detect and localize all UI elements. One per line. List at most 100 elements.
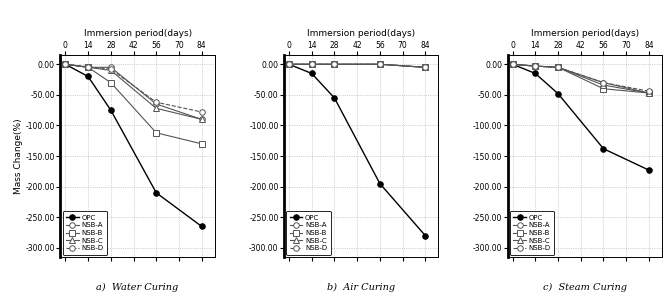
NSB-B: [599, 87, 607, 91]
Line: OPC: OPC: [510, 62, 652, 173]
OPC: [198, 225, 206, 228]
Line: NSB-A: NSB-A: [510, 62, 652, 96]
OPC: [376, 182, 384, 185]
NSB-A: [84, 65, 92, 69]
NSB-A: [599, 81, 607, 84]
NSB-C: [308, 62, 316, 66]
OPC: [509, 62, 517, 66]
Line: NSB-A: NSB-A: [286, 62, 428, 70]
NSB-C: [421, 65, 429, 69]
NSB-A: [107, 65, 115, 69]
NSB-A: [331, 62, 339, 66]
Line: NSB-B: NSB-B: [62, 62, 204, 147]
NSB-D: [308, 62, 316, 66]
NSB-B: [198, 142, 206, 146]
Legend: OPC, NSB-A, NSB-B, NSB-C, NSB-D: OPC, NSB-A, NSB-B, NSB-C, NSB-D: [286, 211, 331, 255]
NSB-D: [509, 62, 517, 66]
Text: b)  Air Curing: b) Air Curing: [327, 283, 395, 293]
NSB-C: [61, 62, 69, 66]
NSB-C: [509, 62, 517, 66]
NSB-D: [198, 110, 206, 114]
NSB-C: [645, 91, 653, 95]
Line: OPC: OPC: [286, 62, 428, 238]
NSB-C: [153, 106, 161, 110]
Title: Immersion period(days): Immersion period(days): [531, 29, 639, 38]
Title: Immersion period(days): Immersion period(days): [83, 29, 192, 38]
OPC: [331, 96, 339, 100]
NSB-D: [554, 65, 562, 69]
NSB-B: [509, 62, 517, 66]
NSB-C: [554, 65, 562, 69]
NSB-C: [84, 65, 92, 69]
NSB-C: [107, 69, 115, 72]
NSB-A: [645, 91, 653, 95]
Legend: OPC, NSB-A, NSB-B, NSB-C, NSB-D: OPC, NSB-A, NSB-B, NSB-C, NSB-D: [62, 211, 107, 255]
NSB-B: [308, 62, 316, 66]
Line: NSB-C: NSB-C: [286, 62, 428, 70]
NSB-C: [376, 62, 384, 66]
NSB-B: [554, 65, 562, 69]
Line: NSB-C: NSB-C: [62, 62, 204, 122]
Line: OPC: OPC: [62, 62, 204, 229]
NSB-D: [331, 62, 339, 66]
NSB-B: [84, 65, 92, 69]
NSB-D: [421, 65, 429, 69]
NSB-D: [599, 81, 607, 84]
Line: NSB-B: NSB-B: [510, 62, 652, 96]
Legend: OPC, NSB-A, NSB-B, NSB-C, NSB-D: OPC, NSB-A, NSB-B, NSB-C, NSB-D: [510, 211, 554, 255]
NSB-D: [84, 65, 92, 69]
NSB-C: [331, 62, 339, 66]
NSB-C: [599, 83, 607, 87]
NSB-B: [376, 62, 384, 66]
NSB-B: [331, 62, 339, 66]
OPC: [107, 108, 115, 112]
OPC: [599, 147, 607, 151]
Title: Immersion period(days): Immersion period(days): [307, 29, 415, 38]
NSB-B: [645, 91, 653, 95]
NSB-C: [285, 62, 293, 66]
Line: NSB-D: NSB-D: [510, 62, 652, 94]
OPC: [421, 234, 429, 237]
OPC: [532, 72, 540, 75]
NSB-C: [198, 118, 206, 121]
NSB-D: [645, 89, 653, 93]
NSB-A: [376, 62, 384, 66]
Line: NSB-D: NSB-D: [62, 62, 204, 115]
OPC: [61, 62, 69, 66]
NSB-B: [285, 62, 293, 66]
NSB-B: [107, 81, 115, 84]
NSB-B: [421, 65, 429, 69]
NSB-A: [532, 64, 540, 68]
Line: NSB-B: NSB-B: [286, 62, 428, 70]
Line: NSB-D: NSB-D: [286, 62, 428, 70]
OPC: [153, 191, 161, 195]
NSB-B: [532, 64, 540, 68]
NSB-A: [554, 65, 562, 69]
NSB-D: [153, 100, 161, 104]
Y-axis label: Mass Change(%): Mass Change(%): [13, 118, 23, 194]
NSB-A: [421, 65, 429, 69]
NSB-D: [285, 62, 293, 66]
NSB-C: [532, 64, 540, 68]
NSB-B: [153, 131, 161, 135]
OPC: [285, 62, 293, 66]
NSB-A: [153, 102, 161, 106]
NSB-A: [509, 62, 517, 66]
OPC: [308, 72, 316, 75]
NSB-D: [532, 64, 540, 68]
OPC: [554, 92, 562, 95]
Text: c)  Steam Curing: c) Steam Curing: [543, 283, 627, 293]
NSB-A: [61, 62, 69, 66]
NSB-A: [198, 118, 206, 121]
NSB-A: [285, 62, 293, 66]
Text: a)  Water Curing: a) Water Curing: [97, 283, 179, 293]
OPC: [645, 168, 653, 172]
Line: NSB-A: NSB-A: [62, 62, 204, 122]
OPC: [84, 75, 92, 78]
NSB-D: [61, 62, 69, 66]
NSB-A: [308, 62, 316, 66]
NSB-D: [107, 67, 115, 71]
NSB-B: [61, 62, 69, 66]
Line: NSB-C: NSB-C: [510, 62, 652, 96]
NSB-D: [376, 62, 384, 66]
